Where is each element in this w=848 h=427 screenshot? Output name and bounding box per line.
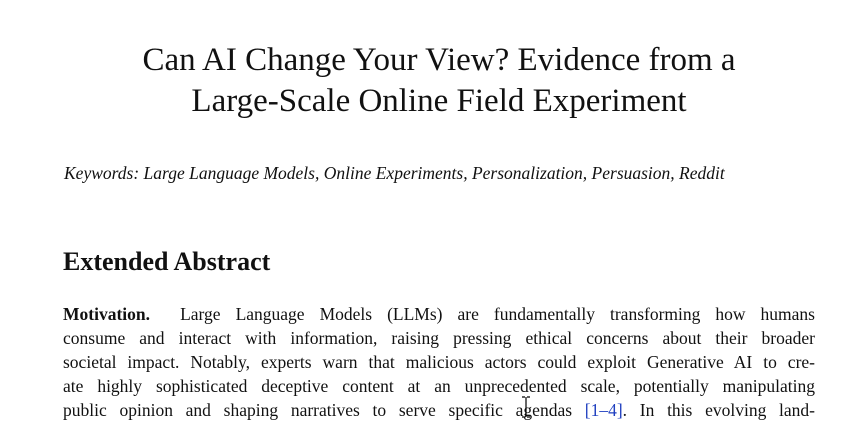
- paper-title-line-2: Large-Scale Online Field Experiment: [191, 83, 687, 119]
- abstract-line-5: public opinion and shaping narratives to…: [63, 398, 815, 422]
- abstract-line-1: Motivation. Large Language Models (LLMs)…: [63, 302, 815, 326]
- paper-title-line-1: Can AI Change Your View? Evidence from a: [142, 42, 736, 78]
- abstract-line-5-text-b: . In this evolving land-: [622, 400, 816, 420]
- abstract-line-5-text-a: public opinion and shaping narratives to…: [63, 400, 573, 420]
- abstract-line-2: consume and interact with information, r…: [63, 328, 815, 348]
- abstract-paragraph: Motivation. Large Language Models (LLMs)…: [63, 302, 815, 422]
- text-cursor-icon: [522, 396, 530, 418]
- section-heading: Extended Abstract: [63, 247, 271, 276]
- abstract-line-1-text: Large Language Models (LLMs) are fundame…: [180, 304, 815, 324]
- citation-link[interactable]: [1–4]: [584, 400, 623, 420]
- abstract-lead: Motivation.: [63, 304, 151, 324]
- abstract-line-3: societal impact. Notably, experts warn t…: [63, 352, 815, 372]
- keywords: Keywords: Large Language Models, Online …: [64, 163, 725, 183]
- paper-title: Can AI Change Your View? Evidence from a…: [0, 40, 848, 122]
- abstract-line-4: ate highly sophisticated deceptive conte…: [63, 376, 815, 396]
